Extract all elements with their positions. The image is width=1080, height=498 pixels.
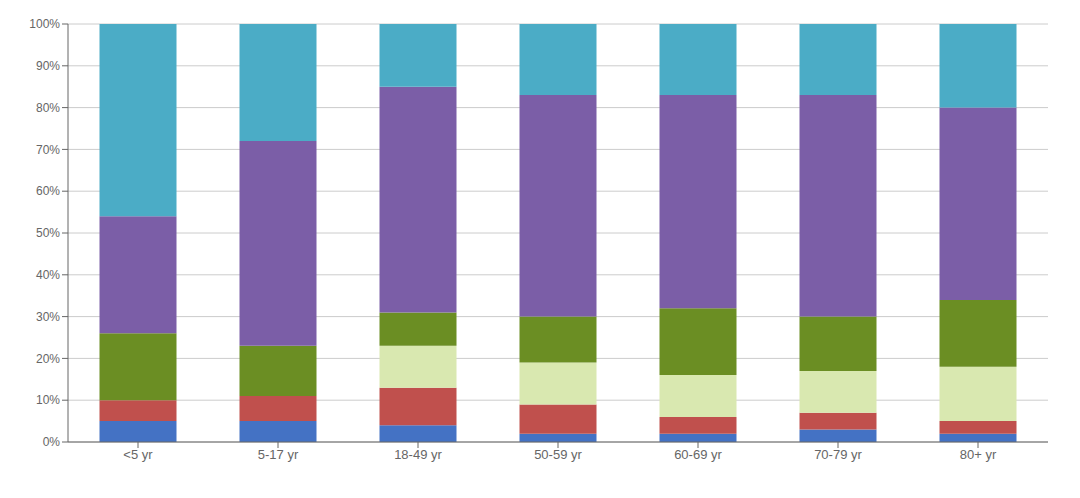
svg-text:5-17 yr: 5-17 yr xyxy=(258,447,299,462)
svg-text:10%: 10% xyxy=(36,393,60,407)
svg-text:0%: 0% xyxy=(43,435,61,449)
svg-text:40%: 40% xyxy=(36,268,60,282)
svg-text:100%: 100% xyxy=(29,17,60,31)
svg-text:90%: 90% xyxy=(36,59,60,73)
svg-text:50-59 yr: 50-59 yr xyxy=(534,447,582,462)
svg-text:18-49 yr: 18-49 yr xyxy=(394,447,442,462)
svg-text:80%: 80% xyxy=(36,101,60,115)
svg-text:<5 yr: <5 yr xyxy=(123,447,153,462)
svg-text:20%: 20% xyxy=(36,352,60,366)
svg-text:70%: 70% xyxy=(36,143,60,157)
svg-text:60%: 60% xyxy=(36,184,60,198)
svg-text:70-79 yr: 70-79 yr xyxy=(814,447,862,462)
svg-text:60-69 yr: 60-69 yr xyxy=(674,447,722,462)
svg-text:30%: 30% xyxy=(36,310,60,324)
svg-text:80+ yr: 80+ yr xyxy=(960,447,997,462)
svg-text:50%: 50% xyxy=(36,226,60,240)
